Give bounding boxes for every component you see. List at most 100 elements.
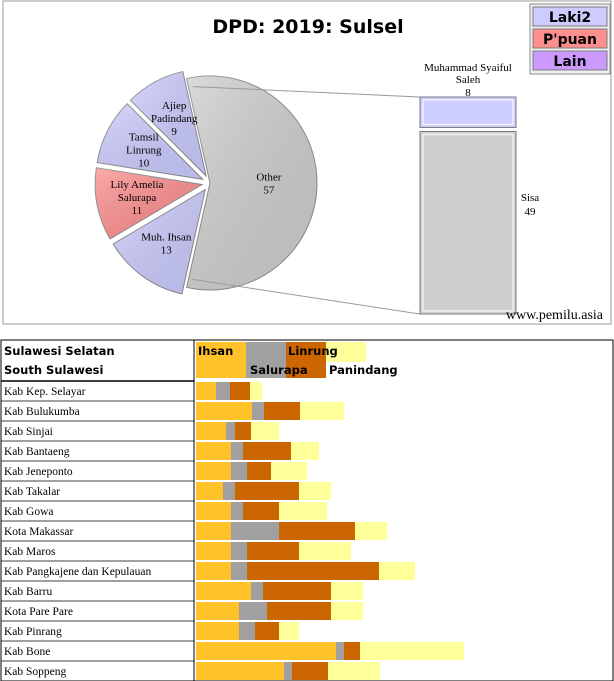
bar-kab-jeneponto-linrung [247,462,271,480]
bar-kab-jeneponto-panindang [271,462,307,480]
bar-kab-bantaeng-panindang [291,442,319,460]
bar-kota-makassar-ihsan [196,522,231,540]
bar-kab-barru-panindang [331,582,363,600]
row-label-kab-pinrang: Kab Pinrang [4,626,62,638]
breakdown-label-sisa: Sisa 49 [521,192,539,218]
pie-slice-shading-lily-amelia-salurapa [95,167,203,239]
bar-kab-maros-ihsan [196,542,231,560]
legend-label-p-puan: P'puan [543,32,597,48]
bar-kab-pangkajene-dan-kepulauan-linrung [247,562,379,580]
bar-kab-takalar-salurapa [223,482,235,500]
legend-swatch-lain [532,50,608,71]
chart-title: DPD: 2019: Sulsel [212,16,403,38]
pie-label-ajiep-padindang: Ajiep Padindang 9 [151,100,198,138]
bar-kab-kep-selayar-linrung [230,382,250,400]
bar-kab-gowa-panindang [279,502,327,520]
pie-label-tamsil-linrung: Tamsil Linrung 10 [126,131,162,169]
row-label-kab-pangkajene-dan-kepulauan: Kab Pangkajene dan Kepulauan [4,566,151,578]
row-label-kab-bulukumba: Kab Bulukumba [4,406,80,418]
table-header-line1: Sulawesi Selatan [4,344,115,358]
pie-slice-shading-ajiep-padindang [130,71,207,176]
row-label-kab-maros: Kab Maros [4,546,56,558]
row-label-kab-gowa: Kab Gowa [4,506,54,518]
connector-bottom [192,278,421,315]
bar-kab-sinjai-ihsan [196,422,226,440]
bar-kab-sinjai-linrung [235,422,251,440]
bar-kab-takalar-ihsan [196,482,223,500]
series-label-ihsan: Ihsan [198,344,233,358]
row-label-kab-soppeng: Kab Soppeng [4,666,67,678]
bar-kab-bulukumba-linrung [264,402,300,420]
bar-kab-bone-linrung [344,642,360,660]
bar-kab-bantaeng-ihsan [196,442,231,460]
series-label-linrung: Linrung [288,344,338,358]
bar-kab-barru-ihsan [196,582,251,600]
series-swatch-salurapa [246,342,286,378]
table-border [0,339,614,681]
bar-kab-sinjai-salurapa [226,422,235,440]
bar-kota-makassar-salurapa [231,522,279,540]
bar-kab-soppeng-ihsan [196,662,284,680]
legend-label-laki2: Laki2 [549,10,591,26]
bar-kab-pinrang-linrung [255,622,279,640]
series-swatch-ihsan [196,342,246,378]
table-header-line2: South Sulawesi [4,363,103,377]
series-label-salurapa: Salurapa [250,363,308,377]
bar-kab-bone-salurapa [336,642,344,660]
bar-kota-pare-pare-ihsan [196,602,239,620]
watermark: www.pemilu.asia [506,308,604,323]
bar-kab-kep-selayar-salurapa [216,382,230,400]
bar-kab-maros-linrung [247,542,299,560]
bar-kab-jeneponto-salurapa [231,462,247,480]
series-swatch-linrung [286,342,326,378]
bar-kab-bantaeng-linrung [243,442,291,460]
pie-slice-shading-other [186,76,317,290]
breakdown-bar-bevel-muhammad-syaiful-saleh [422,99,514,126]
bar-kab-soppeng-linrung [292,662,328,680]
breakdown-bar-bevel-sisa [422,133,514,312]
row-label-kota-pare-pare: Kota Pare Pare [4,606,73,618]
row-label-kab-takalar: Kab Takalar [4,486,60,498]
pie-label-other: Other 57 [256,172,281,197]
bar-kab-gowa-salurapa [231,502,243,520]
series-swatch-panindang [326,342,366,362]
connector-top [192,86,421,98]
bar-kab-maros-salurapa [231,542,247,560]
row-label-kota-makassar: Kota Makassar [4,526,73,538]
pie-label-muh-ihsan: Muh. Ihsan 13 [141,232,192,257]
bar-kab-pinrang-ihsan [196,622,239,640]
bar-kab-soppeng-panindang [328,662,380,680]
bar-kab-bone-panindang [360,642,464,660]
bar-kab-pangkajene-dan-kepulauan-panindang [379,562,415,580]
series-label-panindang: Panindang [329,363,398,377]
bar-kota-pare-pare-salurapa [239,602,267,620]
bar-kab-soppeng-salurapa [284,662,292,680]
bar-kab-pinrang-salurapa [239,622,255,640]
breakdown-bar-muhammad-syaiful-saleh [419,96,517,128]
bar-kab-kep-selayar-panindang [250,382,262,400]
legend-swatch-laki2 [532,6,608,27]
bar-kab-bone-ihsan [196,642,336,660]
bar-kab-gowa-linrung [243,502,279,520]
bar-kab-jeneponto-ihsan [196,462,231,480]
bar-kab-pangkajene-dan-kepulauan-ihsan [196,562,231,580]
bar-kab-barru-salurapa [251,582,263,600]
bar-kab-bulukumba-panindang [300,402,344,420]
bar-kab-maros-panindang [299,542,351,560]
row-label-kab-kep-selayar: Kab Kep. Selayar [4,386,86,398]
breakdown-bar-sisa [419,130,517,315]
stacked-bar-table: Sulawesi Selatan South Sulawesi Ihsan Sal… [0,339,614,681]
legend-swatch-p-puan [532,28,608,49]
bar-kota-makassar-panindang [355,522,387,540]
bar-kab-pinrang-panindang [279,622,299,640]
row-label-kab-jeneponto: Kab Jeneponto [4,466,73,478]
bar-kota-pare-pare-linrung [267,602,331,620]
bar-kab-bulukumba-ihsan [196,402,252,420]
bar-kab-sinjai-panindang [251,422,279,440]
row-label-kab-bantaeng: Kab Bantaeng [4,446,70,458]
bar-kab-takalar-linrung [235,482,299,500]
breakdown-label-muhammad-syaiful-saleh: Muhammad Syaiful Saleh 8 [424,62,512,99]
bar-kab-bantaeng-salurapa [231,442,243,460]
pie-label-lily-amelia-salurapa: Lily Amelia Salurapa 11 [111,179,164,217]
pie-slice-shading-tamsil-linrung [97,103,203,180]
